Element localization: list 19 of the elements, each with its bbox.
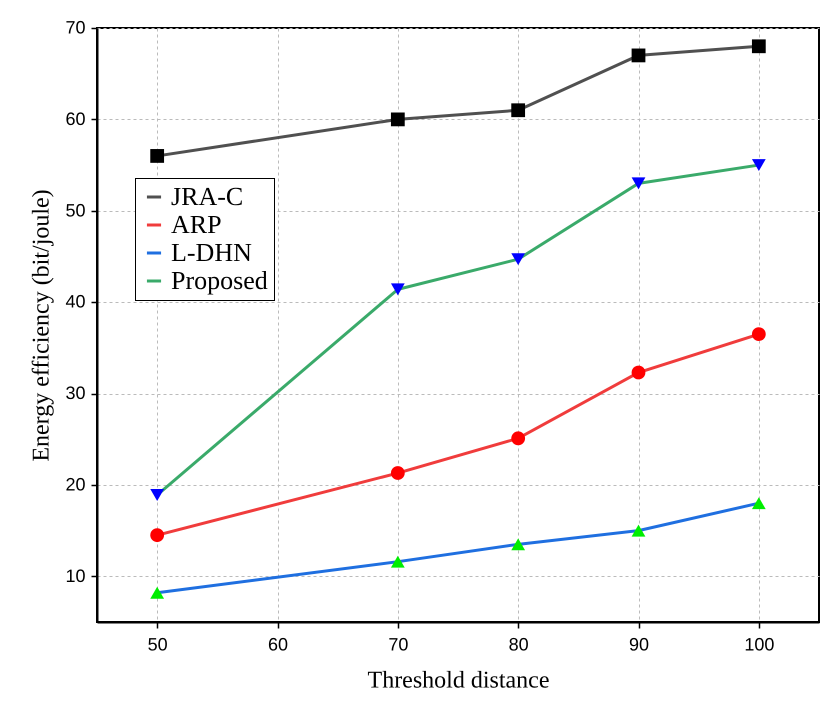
y-tick-label: 40 [65,292,86,312]
x-tick-label: 90 [628,634,650,654]
legend-label: JRA-C [171,182,244,211]
x-tick-label: 50 [148,634,168,654]
x-tick-label: 70 [388,634,408,654]
legend-label: L-DHN [171,238,252,267]
y-tick-label: 10 [65,566,86,586]
y-tick-label: 70 [65,18,86,38]
legend-label: Proposed [171,266,268,295]
x-axis-title: Threshold distance [368,668,550,694]
y-tick-label: 30 [65,383,86,404]
x-tick-label: 100 [744,634,774,654]
legend-label: ARP [171,210,222,239]
y-tick-label: 20 [65,474,86,494]
y-axis-title: Energy efficiency (bit/joule) [28,189,54,462]
x-tick-label: 60 [268,634,288,654]
x-tick-label: 80 [508,634,529,654]
y-tick-label: 60 [65,108,86,129]
y-tick-label: 50 [65,200,86,220]
